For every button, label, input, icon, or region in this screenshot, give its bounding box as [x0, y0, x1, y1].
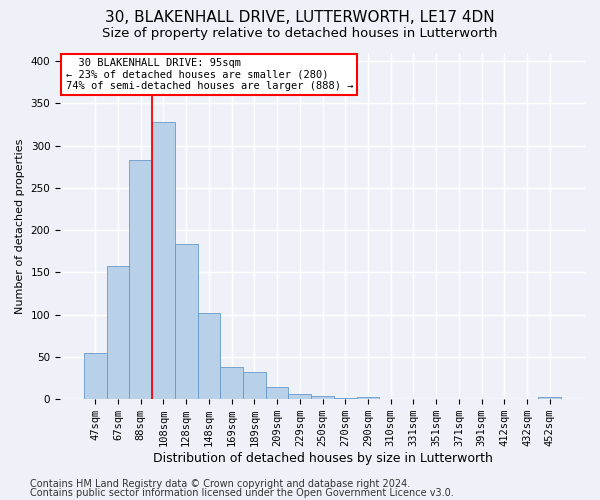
Bar	[197, 313, 220, 399]
Text: 30, BLAKENHALL DRIVE, LUTTERWORTH, LE17 4DN: 30, BLAKENHALL DRIVE, LUTTERWORTH, LE17 …	[105, 10, 495, 25]
Bar	[243, 372, 266, 399]
Bar	[152, 122, 175, 399]
Bar	[289, 394, 311, 399]
Bar	[175, 244, 197, 399]
Text: Contains HM Land Registry data © Crown copyright and database right 2024.: Contains HM Land Registry data © Crown c…	[30, 479, 410, 489]
Text: Size of property relative to detached houses in Lutterworth: Size of property relative to detached ho…	[102, 28, 498, 40]
X-axis label: Distribution of detached houses by size in Lutterworth: Distribution of detached houses by size …	[152, 452, 493, 465]
Text: Contains public sector information licensed under the Open Government Licence v3: Contains public sector information licen…	[30, 488, 454, 498]
Bar	[266, 386, 289, 399]
Bar	[356, 396, 379, 399]
Y-axis label: Number of detached properties: Number of detached properties	[15, 138, 25, 314]
Bar	[84, 352, 107, 399]
Bar	[334, 398, 356, 399]
Bar	[311, 396, 334, 399]
Text: 30 BLAKENHALL DRIVE: 95sqm  
← 23% of detached houses are smaller (280)
74% of s: 30 BLAKENHALL DRIVE: 95sqm ← 23% of deta…	[65, 58, 353, 92]
Bar	[130, 160, 152, 399]
Bar	[107, 266, 130, 399]
Bar	[220, 367, 243, 399]
Bar	[538, 396, 561, 399]
